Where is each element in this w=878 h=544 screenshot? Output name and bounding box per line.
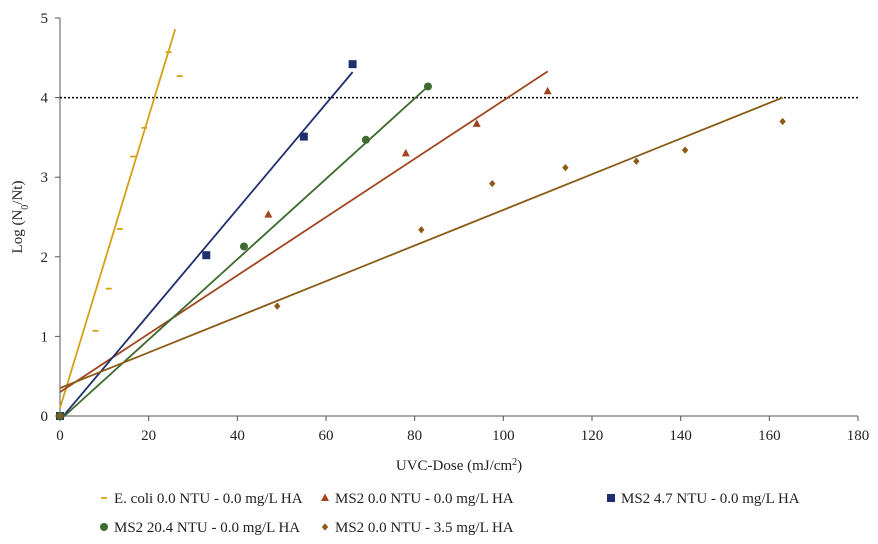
legend-label: MS2 0.0 NTU - 0.0 mg/L HA <box>335 491 514 507</box>
data-point-series-4 <box>489 179 496 188</box>
y-tick-label: 4 <box>41 91 49 107</box>
x-tick-label: 20 <box>141 428 156 444</box>
y-axis-title: Log (N0/Nt) <box>10 181 31 254</box>
legend-item: MS2 0.0 NTU - 3.5 mg/L HA <box>321 520 514 536</box>
x-axis-title: UVC-Dose (mJ/cm2) <box>396 457 522 475</box>
legend-marker <box>321 493 329 501</box>
y-tick-label: 3 <box>41 170 49 186</box>
y-tick-label: 1 <box>41 329 49 345</box>
legend-label: MS2 4.7 NTU - 0.0 mg/L HA <box>621 491 800 507</box>
x-tick-label: 40 <box>230 428 245 444</box>
x-tick-label: 140 <box>669 428 692 444</box>
x-tick-label: 120 <box>581 428 604 444</box>
legend-label: MS2 20.4 NTU - 0.0 mg/L HA <box>114 520 300 536</box>
legend-item: MS2 20.4 NTU - 0.0 mg/L HA <box>100 520 300 536</box>
data-point-series-4 <box>779 117 786 126</box>
data-point-series-4 <box>274 302 281 310</box>
y-tick-label: 0 <box>41 409 49 425</box>
x-axis-title-sup: 2 <box>512 457 517 468</box>
data-point-series-4 <box>681 146 689 154</box>
data-point-series-2 <box>202 251 211 260</box>
x-tick-label: 160 <box>758 428 781 444</box>
x-tick-label: 80 <box>407 428 422 444</box>
data-point-series-4 <box>562 164 569 172</box>
x-axis-title-tail: ) <box>517 458 522 474</box>
data-point-series-2 <box>299 132 308 141</box>
trendline-series-3 <box>59 85 429 421</box>
y-tick-label: 2 <box>41 250 49 266</box>
legend-item: MS2 0.0 NTU - 0.0 mg/L HA <box>321 491 514 507</box>
data-point-series-4 <box>418 226 425 234</box>
legend-label: E. coli 0.0 NTU - 0.0 mg/L HA <box>114 491 303 507</box>
x-tick-label: 180 <box>847 428 870 444</box>
x-tick-label: 0 <box>56 428 64 444</box>
data-point-series-1 <box>543 86 552 95</box>
x-axis-title-main: UVC-Dose (mJ/cm <box>396 458 513 474</box>
data-point-series-1 <box>264 210 273 218</box>
y-axis-title-tail: /Nt) <box>10 181 26 205</box>
y-tick-label: 5 <box>41 11 49 27</box>
data-point-series-1 <box>472 119 481 127</box>
data-point-series-3 <box>361 135 370 144</box>
legend-label: MS2 0.0 NTU - 3.5 mg/L HA <box>335 520 514 536</box>
data-point-series-4 <box>633 157 640 165</box>
trendline-series-2 <box>59 71 354 421</box>
x-tick-label: 60 <box>319 428 334 444</box>
data-point-series-3 <box>423 82 432 91</box>
trendline-series-0 <box>59 28 177 409</box>
data-point-series-4 <box>56 412 64 420</box>
legend-item: MS2 4.7 NTU - 0.0 mg/L HA <box>607 491 800 507</box>
x-tick-label: 100 <box>492 428 515 444</box>
points-layer <box>56 51 786 420</box>
trendline-layer <box>59 28 783 421</box>
y-axis-title-sub: 0 <box>20 205 31 210</box>
legend-marker <box>607 494 615 502</box>
y-axis-title-main: Log (N <box>10 210 26 254</box>
legend-marker <box>100 523 108 531</box>
legend: E. coli 0.0 NTU - 0.0 mg/L HA MS2 0.0 NTU… <box>100 491 800 536</box>
data-point-series-3 <box>239 242 248 251</box>
legend-item: E. coli 0.0 NTU - 0.0 mg/L HA <box>101 491 303 507</box>
trendline-series-4 <box>59 96 783 389</box>
data-point-series-1 <box>401 148 410 157</box>
legend-marker <box>321 523 329 531</box>
trendline-series-1 <box>59 70 549 393</box>
data-point-series-2 <box>348 60 357 69</box>
